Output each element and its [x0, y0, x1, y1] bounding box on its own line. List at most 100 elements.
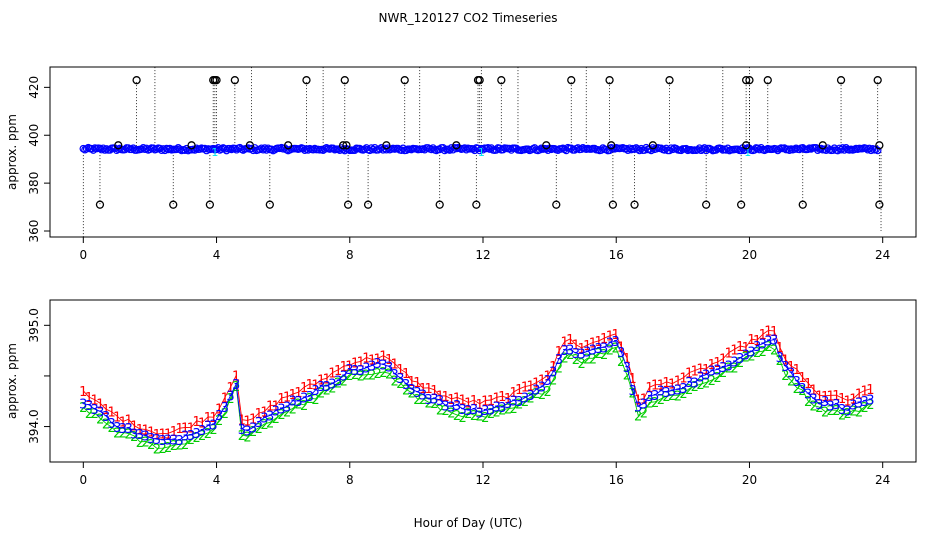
- outlier-point: [132, 76, 141, 85]
- series-marker-2: 2: [442, 404, 450, 419]
- series-marker-2: 2: [815, 401, 823, 416]
- series-marker-2: 2: [838, 409, 846, 424]
- series-marker-2: 2: [255, 422, 263, 437]
- series-marker-2: 2: [368, 368, 376, 383]
- baseline-point: [202, 146, 211, 155]
- series-marker-3: 3: [781, 360, 789, 375]
- series-marker-3: 3: [289, 395, 297, 410]
- series-marker-3: 3: [396, 372, 404, 387]
- series-marker-3: 3: [323, 380, 331, 395]
- series-marker-2: 2: [498, 404, 506, 419]
- series-marker-2: 2: [385, 367, 393, 382]
- series-marker-3: 3: [560, 344, 568, 359]
- series-marker-1: 1: [453, 391, 461, 406]
- outlier-point: [736, 200, 746, 209]
- series-marker-1: 1: [317, 374, 325, 389]
- series-marker-3: 3: [555, 353, 563, 368]
- series-marker-3: 3: [442, 400, 450, 415]
- series-marker-3: 3: [119, 422, 127, 437]
- series-marker-3: 3: [719, 361, 727, 376]
- series-marker-3: 3: [515, 395, 523, 410]
- series-marker-1: 1: [187, 422, 195, 437]
- series-marker-1: 1: [198, 416, 206, 431]
- series-marker-2: 2: [617, 355, 625, 370]
- series-marker-2: 2: [844, 407, 852, 422]
- series-marker-2: 2: [272, 412, 280, 427]
- series-marker-2: 2: [374, 367, 382, 382]
- series-marker-2: 2: [391, 375, 399, 390]
- bottom-x-tick-label: 4: [213, 473, 221, 487]
- series-marker-1: 1: [391, 358, 399, 373]
- series-marker-1: 1: [283, 391, 291, 406]
- series-marker-1: 1: [504, 392, 512, 407]
- bottom-y-axis-label: approx. ppm: [5, 343, 19, 419]
- outlier-point: [283, 141, 293, 150]
- series-marker-1: 1: [345, 359, 353, 374]
- outlier-point: [205, 200, 215, 209]
- series-marker-3: 3: [272, 405, 280, 420]
- series-marker-1: 1: [577, 342, 585, 357]
- series-marker-3: 3: [815, 398, 823, 413]
- series-marker-2: 2: [419, 393, 427, 408]
- series-marker-3: 3: [209, 418, 217, 433]
- series-marker-1: 1: [266, 399, 274, 414]
- series-marker-3: 3: [96, 405, 104, 420]
- series-marker-3: 3: [696, 371, 704, 386]
- series-marker-2: 2: [708, 374, 716, 389]
- series-marker-1: 1: [657, 379, 665, 394]
- top-y-tick-label: 400: [27, 124, 41, 147]
- series-marker-3: 3: [521, 392, 529, 407]
- bottom-y-tick-label: 395.0: [27, 308, 41, 342]
- series-marker-1: 1: [357, 355, 365, 370]
- bottom-panel: 1111111111111111111111111111111111111111…: [5, 299, 917, 530]
- series-marker-3: 3: [464, 404, 472, 419]
- baseline-point: [695, 144, 704, 152]
- x-axis-label: Hour of Day (UTC): [414, 516, 523, 530]
- outlier-point: [875, 141, 884, 150]
- series-marker-1: 1: [419, 382, 427, 397]
- series-marker-2: 2: [793, 382, 801, 397]
- series-marker-1: 1: [753, 334, 761, 349]
- outlier-point: [630, 200, 639, 209]
- series-marker-1: 1: [481, 395, 489, 410]
- series-marker-2: 2: [560, 352, 568, 367]
- series-marker-1: 1: [153, 428, 161, 443]
- series-marker-3: 3: [277, 403, 285, 418]
- series-marker-1: 1: [747, 333, 755, 348]
- series-marker-2: 2: [192, 431, 200, 446]
- series-marker-3: 3: [238, 423, 246, 438]
- series-marker-1: 1: [136, 423, 144, 438]
- top-panel: 1 1 1 0 4 8 12 16 20 24 360 380 400 420 approx. ppm: [5, 66, 917, 262]
- series-marker-1: 1: [493, 391, 501, 406]
- series-marker-2: 2: [232, 380, 240, 395]
- outlier-point: [497, 76, 506, 85]
- series-marker-3: 3: [476, 406, 484, 421]
- bottom-x-tick-label: 20: [742, 473, 757, 487]
- outlier-point: [95, 200, 105, 209]
- series-marker-3: 3: [413, 386, 421, 401]
- series-marker-3: 3: [759, 338, 767, 353]
- series-marker-1: 1: [798, 371, 806, 386]
- series-marker-3: 3: [141, 430, 149, 445]
- series-marker-3: 3: [736, 352, 744, 367]
- series-marker-1: 1: [464, 397, 472, 412]
- series-marker-2: 2: [594, 347, 602, 362]
- series-marker-2: 2: [198, 429, 206, 444]
- baseline-point: [329, 144, 337, 153]
- baseline-point: [440, 146, 449, 155]
- series-marker-2: 2: [645, 396, 653, 411]
- series-marker-1: 1: [306, 378, 314, 393]
- series-marker-1: 1: [538, 373, 546, 388]
- series-marker-3: 3: [583, 345, 591, 360]
- series-marker-2: 2: [730, 362, 738, 377]
- series-marker-2: 2: [600, 348, 608, 363]
- series-marker-2: 2: [306, 392, 314, 407]
- bottom-x-tick-label: 16: [609, 473, 624, 487]
- series-marker-1: 1: [158, 428, 166, 443]
- series-marker-2: 2: [459, 411, 467, 426]
- series-marker-1: 1: [334, 364, 342, 379]
- series-marker-3: 3: [509, 394, 517, 409]
- series-marker-1: 1: [600, 332, 608, 347]
- series-marker-1: 1: [436, 390, 444, 405]
